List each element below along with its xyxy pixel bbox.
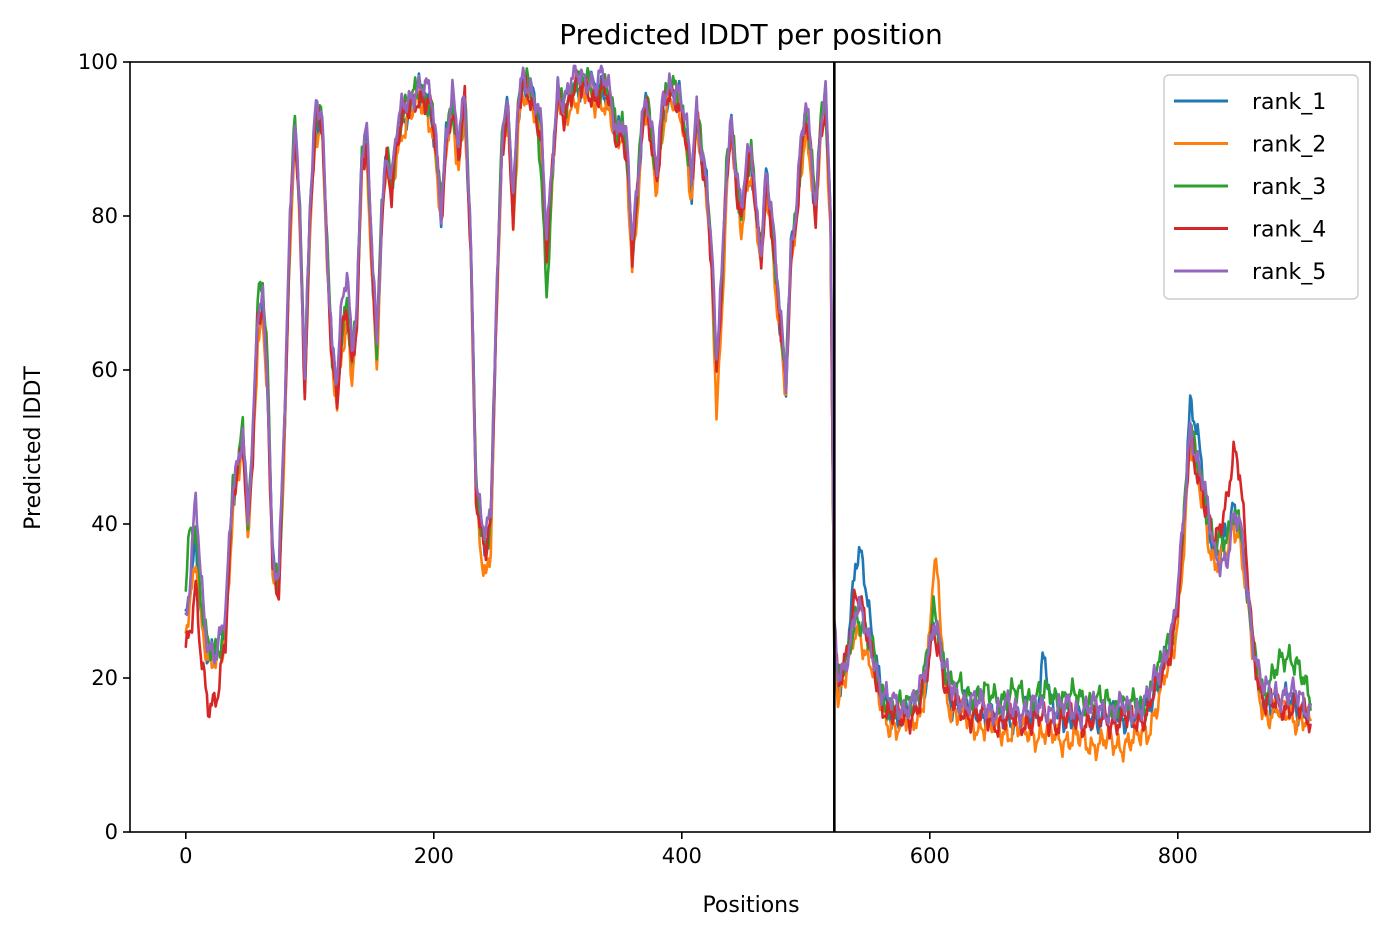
legend-label-rank_4: rank_4 bbox=[1252, 218, 1326, 243]
y-tick-label: 0 bbox=[105, 820, 118, 844]
x-axis-ticks: 0 200 400 600 800 bbox=[179, 832, 1198, 868]
legend-label-rank_1: rank_1 bbox=[1252, 90, 1326, 115]
y-tick-label: 40 bbox=[91, 512, 118, 536]
series-line-rank_4 bbox=[184, 68, 1312, 740]
legend-label-rank_5: rank_5 bbox=[1252, 260, 1326, 285]
x-tick-label: 800 bbox=[1158, 844, 1198, 868]
y-tick-label: 20 bbox=[91, 666, 118, 690]
y-axis-ticks: 0 20 40 60 80 100 bbox=[78, 50, 130, 844]
y-tick-label: 60 bbox=[91, 358, 118, 382]
x-tick-label: 200 bbox=[414, 844, 454, 868]
chart-title: Predicted lDDT per position bbox=[559, 18, 943, 51]
x-tick-label: 0 bbox=[179, 844, 192, 868]
x-axis-label: Positions bbox=[702, 893, 799, 918]
y-tick-label: 100 bbox=[78, 50, 118, 74]
legend: rank_1 rank_2 rank_3 rank_4 rank_5 bbox=[1163, 74, 1359, 300]
y-axis-label: Predicted lDDT bbox=[21, 366, 46, 530]
series-group bbox=[184, 64, 1312, 763]
legend-label-rank_3: rank_3 bbox=[1252, 175, 1326, 200]
series-line-rank_5 bbox=[184, 64, 1312, 730]
x-tick-label: 400 bbox=[662, 844, 702, 868]
x-tick-label: 600 bbox=[910, 844, 950, 868]
legend-box bbox=[1163, 74, 1359, 300]
plot-frame bbox=[129, 61, 1371, 833]
y-tick-label: 80 bbox=[91, 204, 118, 228]
legend-label-rank_2: rank_2 bbox=[1252, 133, 1326, 158]
